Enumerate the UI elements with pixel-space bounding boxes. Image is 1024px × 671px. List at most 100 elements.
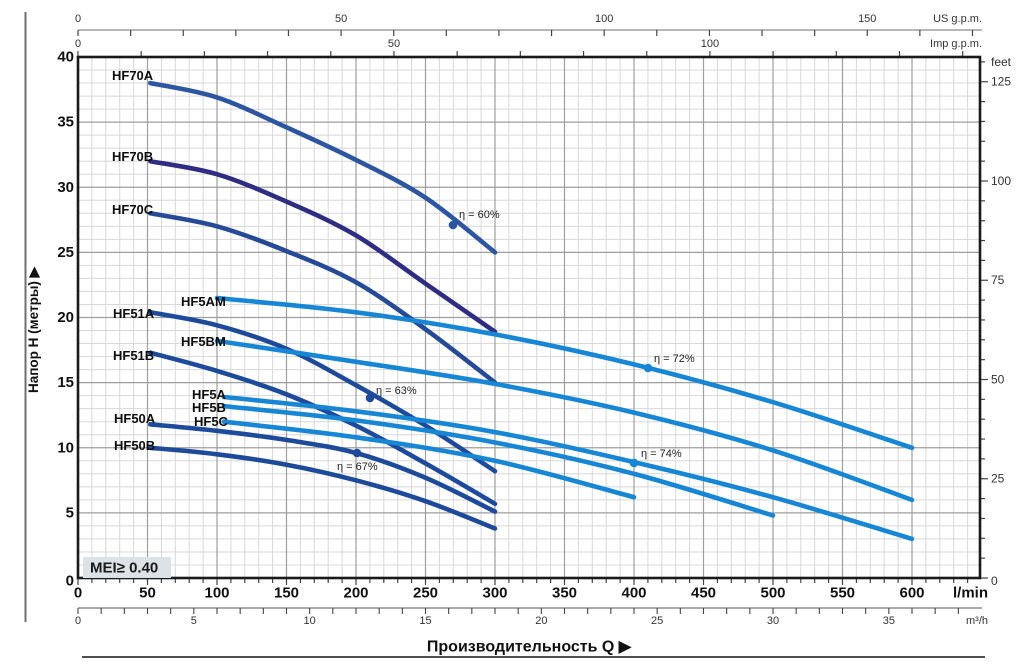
y-axis-title: Напор H (метры) ▶ — [26, 265, 41, 393]
lmin-tick-label: 600 — [899, 585, 924, 602]
eta-label-1: η = 63% — [376, 385, 417, 397]
lmin-tick-label: 450 — [691, 585, 716, 602]
axis-us-gpm: 0 50 100 150 US g.p.m. — [75, 13, 982, 36]
eta-marker-2 — [352, 448, 362, 458]
lmin-tick-label: 0 — [74, 585, 82, 602]
mei-box — [83, 557, 171, 578]
curve-label-hf70b: HF70B — [112, 149, 153, 164]
x-axis-title-group: Производительность Q ▶ — [427, 639, 632, 656]
efficiency-markers: η = 60% η = 63% η = 67% η = 72% η = 74% — [337, 209, 695, 473]
us-tick-label: 50 — [335, 13, 347, 25]
lmin-unit-label: l/min — [953, 585, 988, 602]
m3h-tick-label: 35 — [883, 615, 895, 627]
eta-label-4: η = 74% — [641, 448, 682, 460]
m3h-tick-label: 30 — [767, 615, 779, 627]
m3h-tick-label: 15 — [419, 615, 431, 627]
feet-tick-label: 50 — [991, 372, 1005, 386]
m3h-unit-label: m³/h — [966, 615, 988, 627]
x-axis-title: Производительность Q ▶ — [427, 639, 632, 656]
eta-marker-1 — [365, 393, 375, 403]
lmin-tick-label: 300 — [482, 585, 507, 602]
feet-tick-label: 100 — [991, 174, 1011, 188]
pump-curves — [148, 80, 915, 542]
curve-label-hf51a: HF51A — [113, 306, 155, 321]
curve-label-hf5b: HF5B — [192, 400, 226, 415]
eta-marker-0 — [448, 220, 458, 230]
grid-major — [78, 57, 980, 578]
eta-marker-4 — [629, 458, 639, 468]
lmin-tick-label: 500 — [760, 585, 785, 602]
us-tick-label: 100 — [595, 13, 613, 25]
m3h-tick-label: 25 — [651, 615, 663, 627]
lmin-tick-label: 50 — [139, 585, 156, 602]
meters-tick-label: 0 — [66, 573, 74, 590]
lmin-tick-label: 250 — [413, 585, 438, 602]
feet-tick-label: 75 — [991, 273, 1005, 287]
meters-tick-label: 5 — [66, 504, 74, 521]
curve-hf70a — [148, 80, 498, 255]
feet-unit-label: feet — [991, 55, 1012, 69]
curve-label-hf5a: HF5A — [192, 387, 227, 402]
meters-tick-label: 35 — [57, 114, 74, 131]
axis-imp-gpm: 0 50 100 Imp g.p.m. — [75, 38, 982, 57]
curve-label-hf51b: HF51B — [113, 348, 154, 363]
axis-meters: 0 5 10 15 20 25 30 35 40 Напор H (метры) ▶ — [26, 49, 74, 590]
lmin-tick-label: 400 — [621, 585, 646, 602]
feet-tick-label: 0 — [991, 574, 998, 588]
curve-hf50a — [148, 422, 498, 514]
lmin-tick-label: 100 — [204, 585, 229, 602]
curve-hf5a — [221, 394, 915, 542]
meters-tick-label: 15 — [57, 374, 74, 391]
curve-hf5b — [221, 403, 776, 518]
axis-lmin: 0 50 100 150 200 250 300 350 400 450 500 550 600 l/mi… — [74, 579, 988, 602]
us-tick-label: 0 — [75, 13, 81, 25]
imp-tick-label: 50 — [388, 38, 400, 50]
meters-tick-label: 10 — [57, 439, 74, 456]
curve-label-hf50b: HF50B — [114, 438, 155, 453]
feet-tick-label: 25 — [991, 472, 1005, 486]
us-tick-label: 150 — [858, 13, 876, 25]
curve-labels: HF70AHF70BHF70CHF5AMHF51AHF5BMHF51BHF5AH… — [112, 68, 229, 453]
eta-marker-3 — [643, 363, 653, 373]
curve-label-hf50a: HF50A — [114, 411, 156, 426]
lmin-tick-label: 150 — [274, 585, 299, 602]
imp-tick-label: 0 — [75, 38, 81, 50]
curve-label-hf70c: HF70C — [112, 202, 154, 217]
m3h-tick-label: 5 — [191, 615, 197, 627]
eta-label-3: η = 72% — [654, 353, 695, 365]
curve-label-hf5c: HF5C — [194, 414, 229, 429]
feet-tick-label: 125 — [991, 75, 1011, 89]
curve-hf50b — [148, 445, 498, 531]
curve-hf70c — [148, 211, 498, 385]
mei-label: MEI≥ 0.40 — [90, 560, 158, 577]
m3h-tick-label: 10 — [304, 615, 316, 627]
eta-label-2: η = 67% — [337, 461, 378, 473]
lmin-tick-label: 350 — [552, 585, 577, 602]
curve-label-hf5am: HF5AM — [181, 294, 226, 309]
m3h-tick-label: 0 — [75, 615, 81, 627]
plot-border — [76, 55, 982, 580]
axis-feet: 0 25 50 75 100 125 feet — [980, 55, 1012, 588]
m3h-tick-label: 20 — [535, 615, 547, 627]
axis-m3h: 0 5 10 15 20 25 30 35 m³/h — [75, 607, 988, 627]
curve-label-hf70a: HF70A — [112, 68, 154, 83]
meters-tick-label: 40 — [57, 49, 74, 66]
eta-label-0: η = 60% — [459, 209, 500, 221]
page-rules — [24, 12, 985, 658]
meters-tick-label: 30 — [57, 179, 74, 196]
lmin-tick-label: 200 — [343, 585, 368, 602]
meters-tick-label: 25 — [57, 244, 74, 261]
mei-badge: MEI≥ 0.40 — [83, 557, 171, 578]
imp-tick-label: 100 — [701, 38, 719, 50]
curve-hf70b — [148, 158, 498, 335]
lmin-tick-label: 550 — [830, 585, 855, 602]
curve-hf5bm — [214, 338, 915, 503]
curve-hf5am — [214, 295, 915, 451]
imp-unit-label: Imp g.p.m. — [930, 38, 982, 50]
curve-hf5c — [221, 419, 637, 500]
us-unit-label: US g.p.m. — [933, 13, 982, 25]
curve-label-hf5bm: HF5BM — [181, 334, 226, 349]
meters-tick-label: 20 — [57, 309, 74, 326]
